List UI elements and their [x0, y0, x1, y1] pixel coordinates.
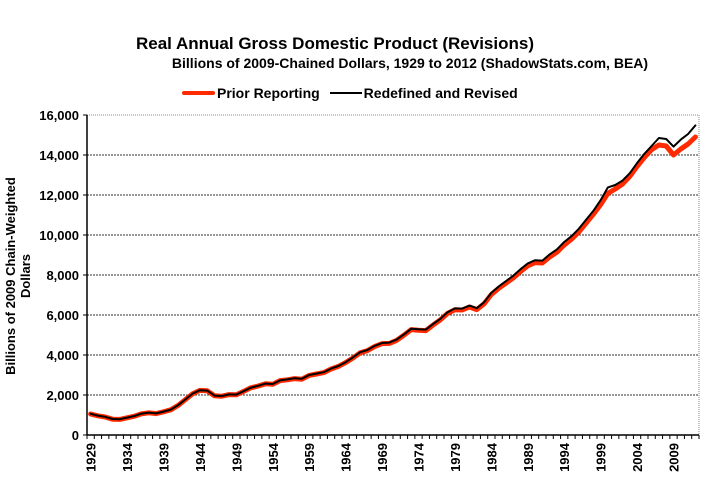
x-tick-label: 1984 [484, 442, 499, 472]
y-tick-label: 4,000 [46, 348, 79, 363]
x-tick-label: 1974 [412, 442, 427, 472]
legend-label-prior-reporting: Prior Reporting [217, 85, 320, 101]
x-tick-label: 1954 [266, 442, 281, 472]
y-tick-label: 6,000 [46, 308, 79, 323]
x-tick-label: 1949 [229, 443, 244, 472]
y-tick-label: 16,000 [39, 108, 79, 123]
series-redefined-and-revised [89, 124, 697, 421]
y-tick-label: 0 [72, 428, 79, 443]
x-tick-label: 1969 [375, 443, 390, 472]
x-tick-label: 1964 [339, 442, 354, 472]
y-tick-label: 8,000 [46, 268, 79, 283]
x-tick-label: 1989 [521, 443, 536, 472]
legend: Prior Reporting Redefined and Revised [182, 84, 528, 102]
x-tick-label: 1929 [84, 443, 99, 472]
chart-subtitle: Billions of 2009-Chained Dollars, 1929 t… [171, 55, 649, 71]
legend-item-redefined-revised: Redefined and Revised [329, 85, 518, 101]
x-tick-label: 2004 [630, 442, 645, 472]
x-tick-label: 1999 [594, 443, 609, 472]
y-tick-label: 14,000 [39, 148, 79, 163]
legend-swatch-redefined-revised [329, 92, 362, 94]
y-tick-label: 2,000 [46, 388, 79, 403]
chart-title: Real Annual Gross Domestic Product (Revi… [135, 34, 534, 53]
x-tick-label: 1944 [193, 442, 208, 472]
x-tick-label: 2009 [667, 443, 682, 472]
y-tick-label: 10,000 [39, 228, 79, 243]
y-tick-label: 12,000 [39, 188, 79, 203]
series-line [88, 134, 698, 422]
x-tick-label: 1959 [302, 443, 317, 472]
x-tick-label: 1979 [448, 443, 463, 472]
legend-label-redefined-revised: Redefined and Revised [363, 85, 518, 101]
x-tick-label: 1994 [557, 442, 572, 472]
x-tick-label: 1939 [157, 443, 172, 472]
x-tick-label: 1934 [120, 442, 135, 472]
legend-item-prior-reporting: Prior Reporting [182, 85, 320, 101]
series-prior-reporting [88, 134, 698, 422]
series-line [89, 124, 697, 421]
legend-swatch-prior-reporting [182, 91, 215, 95]
